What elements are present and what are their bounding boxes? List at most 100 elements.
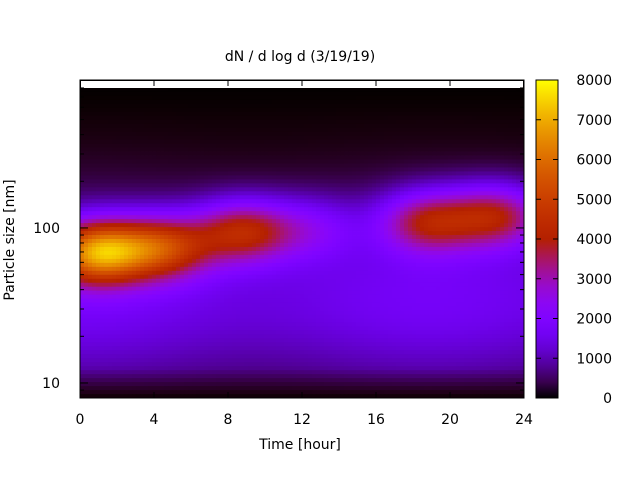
heat-cell	[264, 386, 269, 391]
heat-cell	[308, 239, 313, 244]
heat-cell	[284, 386, 289, 391]
heat-cell	[152, 366, 157, 371]
heat-cell	[252, 179, 257, 184]
heat-cell	[260, 258, 265, 264]
heat-cell	[156, 175, 161, 180]
heat-cell	[280, 91, 285, 97]
heat-cell	[208, 362, 213, 367]
heat-cell	[268, 382, 273, 387]
heat-cell	[240, 183, 245, 188]
heat-cell	[316, 143, 321, 148]
heat-cell	[304, 183, 309, 188]
heat-cell	[244, 362, 249, 367]
heat-cell	[140, 250, 145, 256]
heat-cell	[192, 386, 197, 391]
heat-cell	[148, 302, 153, 307]
heat-cell	[248, 227, 253, 232]
heat-cell	[140, 123, 145, 129]
heat-cell	[240, 91, 245, 97]
heat-cell	[208, 119, 213, 125]
heat-cell	[312, 322, 317, 327]
heat-cell	[180, 358, 185, 363]
heat-cell	[240, 151, 245, 156]
heat-cell	[88, 330, 93, 335]
heat-cell	[180, 322, 185, 327]
heat-cell	[88, 326, 93, 331]
heat-cell	[108, 155, 113, 160]
heat-cell	[184, 258, 189, 264]
heat-cell	[240, 278, 245, 284]
heat-cell	[268, 207, 273, 212]
heat-cell	[316, 95, 321, 101]
heat-cell	[100, 310, 105, 315]
heat-cell	[180, 366, 185, 371]
heat-cell	[128, 119, 133, 125]
heat-cell	[100, 278, 105, 284]
heat-cell	[108, 223, 113, 228]
heat-cell	[188, 342, 193, 347]
heat-cell	[308, 310, 313, 315]
heat-cell	[104, 334, 109, 339]
heat-cell	[300, 386, 305, 391]
heat-cell	[196, 258, 201, 264]
heat-cell	[204, 223, 209, 228]
heat-cell	[280, 143, 285, 148]
heat-cell	[132, 298, 137, 304]
heat-cell	[156, 382, 161, 387]
heat-cell	[224, 127, 229, 133]
heat-cell	[176, 171, 181, 176]
heat-cell	[224, 266, 229, 272]
heat-cell	[228, 239, 233, 244]
heat-cell	[236, 175, 241, 180]
heat-cell	[316, 390, 321, 395]
heat-cell	[172, 326, 177, 331]
heat-cell	[324, 219, 329, 224]
heat-cell	[176, 302, 181, 307]
heat-cell	[136, 223, 141, 228]
heat-cell	[272, 135, 277, 141]
heat-cell	[112, 235, 117, 240]
heat-cell	[204, 115, 209, 121]
heat-cell	[248, 191, 253, 196]
heat-cell	[196, 294, 201, 300]
heat-cell	[84, 143, 89, 148]
heat-cell	[212, 155, 217, 160]
heat-cell	[156, 310, 161, 315]
heat-cell	[88, 386, 93, 391]
heat-cell	[108, 171, 113, 176]
heat-cell	[104, 115, 109, 121]
heat-cell	[316, 131, 321, 137]
heat-cell	[100, 330, 105, 335]
heat-cell	[260, 123, 265, 129]
heat-cell	[164, 103, 169, 109]
heat-cell	[212, 354, 217, 359]
heat-cell	[168, 183, 173, 188]
heat-cell	[296, 390, 301, 395]
heat-cell	[116, 326, 121, 331]
heat-cell	[128, 99, 133, 105]
heat-cell	[228, 223, 233, 228]
heat-cell	[300, 366, 305, 371]
heat-cell	[248, 119, 253, 125]
heat-cell	[296, 103, 301, 109]
heat-cell	[312, 159, 317, 164]
heat-cell	[172, 354, 177, 359]
heat-cell	[124, 187, 129, 192]
heat-cell	[288, 390, 293, 395]
heat-cell	[304, 159, 309, 164]
heat-cell	[216, 211, 221, 216]
heat-cell	[84, 334, 89, 339]
heat-cell	[84, 358, 89, 363]
heat-cell	[152, 167, 157, 172]
heat-cell	[252, 87, 257, 93]
heat-cell	[88, 163, 93, 168]
heat-cell	[184, 378, 189, 383]
heat-cell	[168, 199, 173, 204]
heat-cell	[212, 338, 217, 343]
heat-cell	[248, 330, 253, 335]
heat-cell	[240, 314, 245, 319]
heat-cell	[84, 199, 89, 204]
heat-cell	[240, 103, 245, 109]
heat-cell	[188, 266, 193, 272]
heat-cell	[180, 266, 185, 272]
